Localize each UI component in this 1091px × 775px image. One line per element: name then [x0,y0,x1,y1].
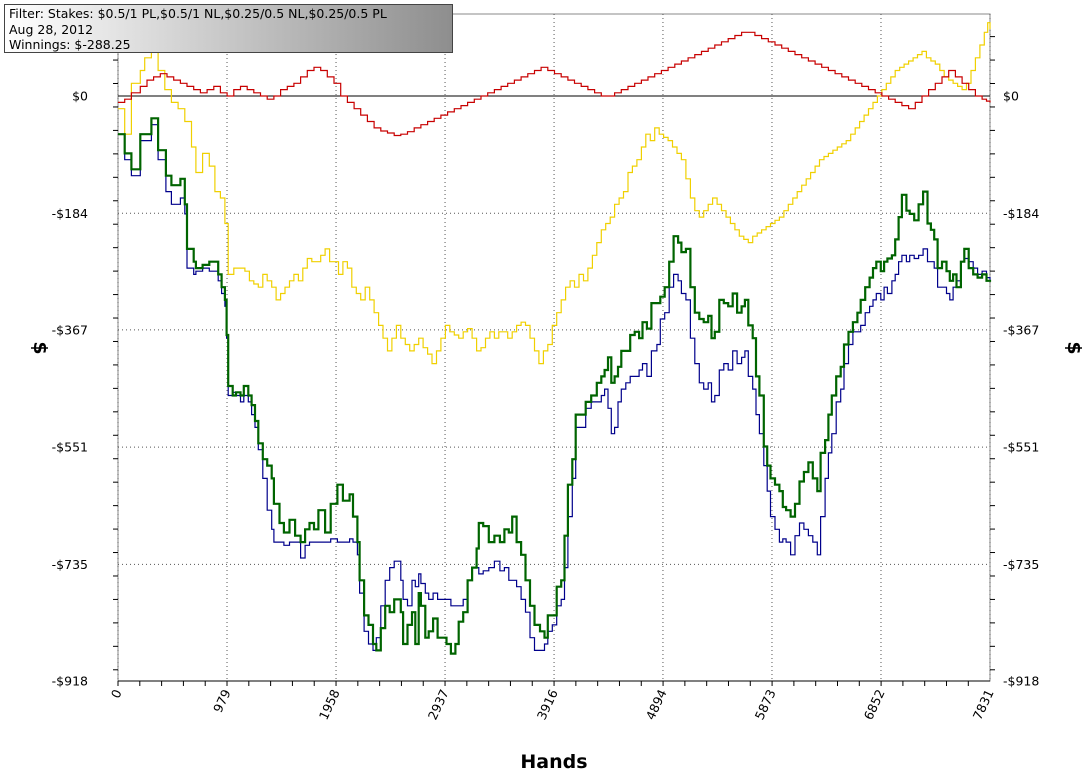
x-axis-labels: 0 979 1958 2937 3916 4894 5873 6852 7831 [108,687,997,722]
y-tick-label-left: -$184 [52,206,88,221]
y-tick-label-right: -$918 [1003,674,1039,689]
y-tick-label-left: -$367 [52,322,88,337]
series-layer [118,22,992,655]
x-tick-label: 4894 [643,687,670,722]
y-axis-title-left: $ [29,341,51,354]
x-tick-label: 3916 [534,687,561,722]
y-tick-label-right: -$551 [1003,440,1039,455]
info-box: Filter: Stakes: $0.5/1 PL,$0.5/1 NL,$0.2… [4,4,453,53]
y-tick-label-right: -$367 [1003,322,1039,337]
x-tick-label: 5873 [752,687,779,722]
x-tick-label: 979 [210,687,234,715]
x-tick-label: 6852 [861,687,888,722]
winnings-text: Winnings: $-288.25 [9,37,131,52]
y-axis-left-labels: $0 -$184 -$367 -$551 -$735 -$918 [52,89,88,689]
y-tick-label-right: -$184 [1003,206,1039,221]
y-tick-label-left: -$735 [52,557,88,572]
x-tick-label: 0 [108,687,125,701]
series-line-3 [118,31,991,137]
filter-text: Filter: Stakes: $0.5/1 PL,$0.5/1 NL,$0.2… [9,6,387,21]
x-tick-label: 2937 [425,687,452,722]
series-line-0 [118,117,992,655]
y-tick-label-right: -$735 [1003,557,1039,572]
x-tick-label: 7831 [970,687,997,722]
y-tick-label-left: -$918 [52,674,88,689]
y-axis-right-labels: $0 -$184 -$367 -$551 -$735 -$918 [1003,89,1039,689]
y-tick-label-left: -$551 [52,440,88,455]
minor-ticks [113,36,995,686]
date-text: Aug 28, 2012 [9,21,94,37]
x-tick-label: 1958 [316,687,343,722]
series-line-2 [118,22,991,365]
y-tick-label-left: $0 [72,89,88,104]
series-line-1 [118,124,991,651]
y-axis-title-right: $ [1063,341,1085,354]
x-axis-title: Hands [520,751,587,773]
y-tick-label-right: $0 [1003,89,1019,104]
